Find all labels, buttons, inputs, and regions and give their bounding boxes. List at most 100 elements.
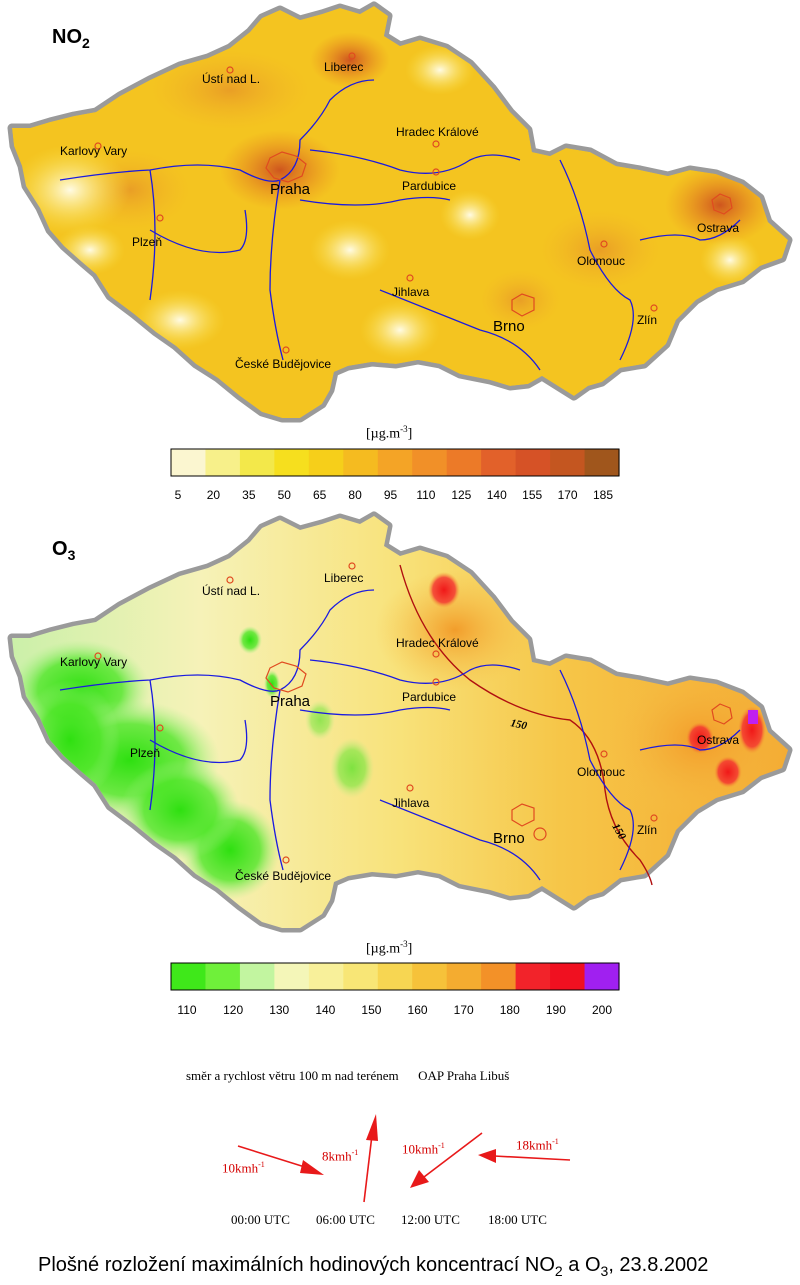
city-label-olomouc: Olomouc (577, 254, 626, 268)
wind-speed-00: 10kmh-1 (222, 1160, 265, 1176)
scale-swatch (171, 963, 207, 990)
scale-swatch (481, 449, 517, 476)
city-label-hradec: Hradec Králové (396, 125, 479, 139)
city-label-brno-o3: Brno (493, 830, 525, 847)
scale-tick-label: 180 (499, 1003, 520, 1017)
scale-swatch (515, 449, 551, 476)
scale-tick-label: 150 (361, 1003, 382, 1017)
no2-color-scale (171, 449, 620, 476)
scale-tick-label: 125 (451, 488, 472, 502)
city-label-zlin-o3: Zlín (637, 823, 658, 837)
o3-map (0, 500, 800, 940)
no2-map-title: NO2 (52, 26, 90, 51)
city-label-usti: Ústí nad L. (202, 72, 261, 86)
scale-swatch (274, 963, 310, 990)
scale-swatch (412, 449, 448, 476)
wind-arrow-06 (363, 1114, 378, 1203)
city-label-plzen: Plzeň (132, 235, 163, 249)
city-label-praha-o3: Praha (270, 693, 311, 710)
city-label-brno: Brno (493, 318, 525, 335)
city-label-liberec-o3: Liberec (324, 571, 364, 585)
scale-swatch (274, 449, 310, 476)
scale-tick-label: 50 (277, 488, 291, 502)
time-label-00: 00:00 UTC (231, 1212, 290, 1227)
wind-arrow-00 (237, 1145, 324, 1175)
city-label-jihlava-o3: Jihlava (392, 796, 430, 810)
scale-swatch (446, 449, 482, 476)
scale-tick-label: 65 (312, 488, 327, 502)
scale-swatch (550, 963, 586, 990)
scale-tick-label: 200 (591, 1003, 613, 1017)
scale-swatch (239, 449, 275, 476)
scale-tick-label: 170 (557, 488, 578, 502)
wind-arrow-12 (410, 1132, 483, 1188)
scale-swatch (412, 963, 448, 990)
no2-map (10, 6, 788, 418)
scale-swatch (239, 963, 275, 990)
scale-tick-label: 35 (242, 488, 256, 502)
wind-arrow-18 (478, 1149, 571, 1163)
scale-swatch (515, 963, 551, 990)
time-label-18: 18:00 UTC (488, 1212, 547, 1227)
wind-speed-12: 10kmh-1 (402, 1141, 445, 1157)
wind-speed-18: 18kmh-1 (516, 1137, 559, 1153)
city-label-usti-o3: Ústí nad L. (202, 584, 261, 598)
city-label-karlovy-vary: Karlovy Vary (60, 144, 128, 158)
city-label-olomouc-o3: Olomouc (577, 765, 626, 779)
city-label-jihlava: Jihlava (392, 285, 430, 299)
scale-tick-label: 110 (416, 488, 436, 502)
scale-tick-label: 80 (348, 488, 362, 502)
scale-swatch (377, 963, 413, 990)
scale-swatch (308, 963, 344, 990)
scale-tick-label: 170 (453, 1003, 474, 1017)
wind-speed-06: 8kmh-1 (322, 1148, 359, 1164)
city-label-liberec: Liberec (324, 60, 364, 74)
scale-swatch (550, 449, 586, 476)
o3-unit-label: [µg.m-3] (366, 939, 413, 957)
scale-swatch (343, 449, 379, 476)
scale-tick-label: 95 (383, 488, 398, 502)
city-label-zlin: Zlín (637, 313, 658, 327)
scale-swatch (171, 449, 207, 476)
city-label-ostrava: Ostrava (697, 221, 740, 235)
scale-swatch (481, 963, 517, 990)
scale-swatch (205, 963, 241, 990)
scale-tick-label: 155 (522, 488, 543, 502)
city-label-ostrava-o3: Ostrava (697, 733, 740, 747)
wind-note: směr a rychlost větru 100 m nad terénem … (186, 1068, 510, 1083)
scale-swatch (205, 449, 241, 476)
scale-tick-label: 140 (486, 488, 507, 502)
scale-tick-label: 20 (206, 488, 221, 502)
scale-tick-label: 110 (177, 1003, 197, 1017)
scale-tick-label: 130 (269, 1003, 290, 1017)
scale-tick-label: 160 (407, 1003, 428, 1017)
city-label-pardubice-o3: Pardubice (402, 690, 457, 704)
time-label-12: 12:00 UTC (401, 1212, 460, 1227)
scale-tick-label: 190 (545, 1003, 566, 1017)
wind-arrows (237, 1114, 571, 1203)
city-label-budejovice-o3: České Budějovice (235, 869, 332, 883)
o3-color-scale (171, 963, 620, 990)
scale-tick-label: 5 (174, 488, 182, 502)
figure-caption: Plošné rozložení maximálních hodinových … (38, 1254, 709, 1279)
scale-swatch (584, 963, 620, 990)
city-label-hradec-o3: Hradec Králové (396, 636, 479, 650)
scale-tick-label: 185 (592, 488, 614, 502)
scale-swatch (377, 449, 413, 476)
city-label-budejovice: České Budějovice (235, 357, 332, 371)
no2-unit-label: [µg.m-3] (366, 424, 413, 442)
scale-swatch (584, 449, 620, 476)
city-label-praha: Praha (270, 181, 311, 198)
o3-isoline-label: 150 (509, 717, 528, 732)
o3-map-title: O3 (52, 538, 76, 563)
city-label-pardubice: Pardubice (402, 179, 457, 193)
scale-tick-label: 120 (223, 1003, 244, 1017)
scale-swatch (343, 963, 379, 990)
city-label-plzen-o3: Plzeň (130, 746, 161, 760)
scale-tick-label: 140 (315, 1003, 336, 1017)
city-label-karlovy-vary-o3: Karlovy Vary (60, 655, 128, 669)
scale-swatch (446, 963, 482, 990)
scale-swatch (308, 449, 344, 476)
time-label-06: 06:00 UTC (316, 1212, 375, 1227)
